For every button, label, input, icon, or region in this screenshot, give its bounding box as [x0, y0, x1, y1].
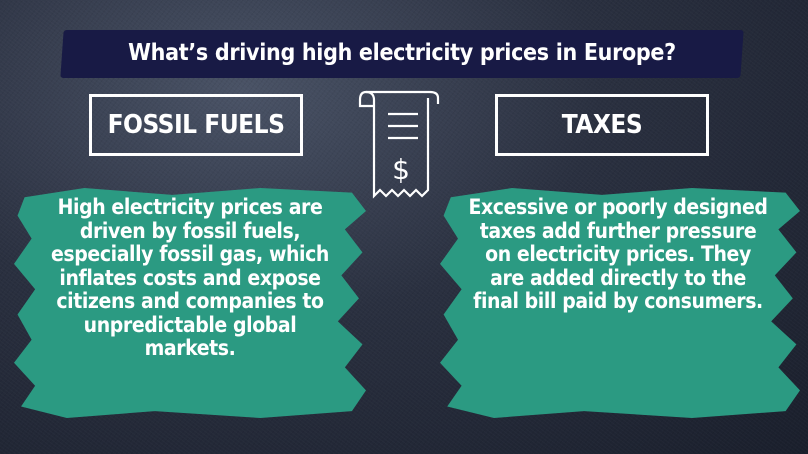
taxes-heading: TAXES: [495, 94, 709, 156]
taxes-description: Excessive or poorly designed taxes add f…: [468, 195, 768, 313]
dollar-sign: $: [392, 153, 410, 186]
page-title: What’s driving high electricity prices i…: [128, 40, 676, 66]
receipt-dollar-icon: $: [358, 90, 440, 199]
brush-stroke-right: [440, 188, 800, 418]
fossil-fuels-heading: FOSSIL FUELS: [89, 94, 303, 156]
brush-stroke-left: [14, 188, 366, 418]
fossil-fuels-description: High electricity prices are driven by fo…: [51, 195, 329, 360]
